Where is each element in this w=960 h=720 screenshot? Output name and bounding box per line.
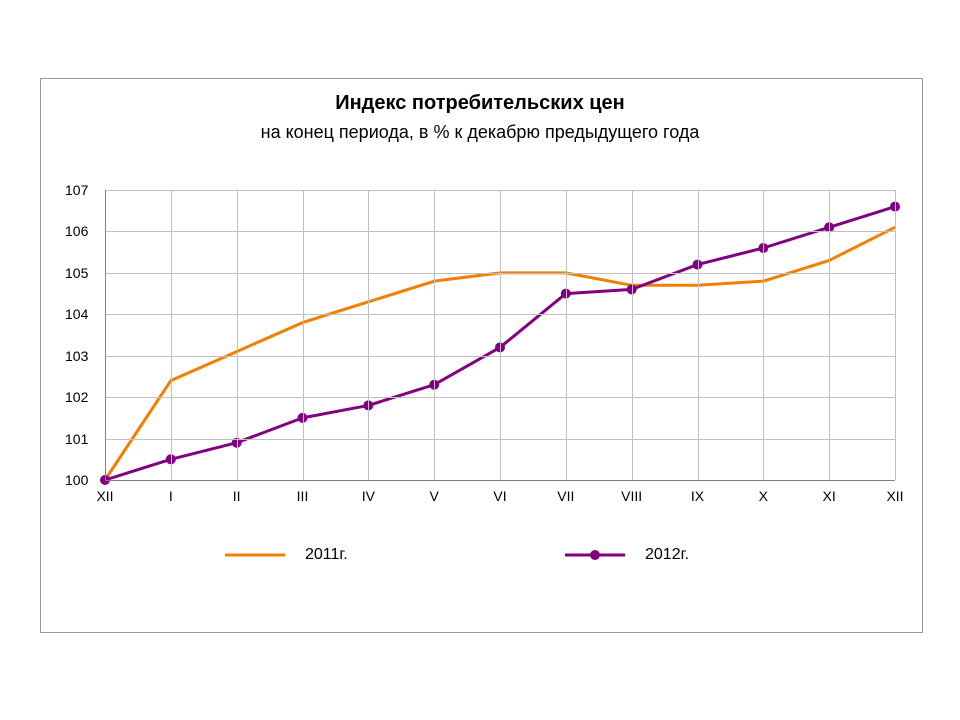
y-axis-line (105, 190, 106, 480)
legend-label: 2012г. (645, 546, 689, 564)
gridline-v (763, 190, 764, 480)
x-tick-label: III (297, 488, 309, 504)
x-tick-label: X (759, 488, 768, 504)
gridline-v (237, 190, 238, 480)
y-tick-label: 106 (65, 223, 88, 239)
gridline-v (368, 190, 369, 480)
chart-canvas: Индекс потребительских цен на конец пери… (0, 0, 960, 720)
x-tick-label: VIII (621, 488, 642, 504)
x-tick-label: VI (493, 488, 506, 504)
y-tick-label: 101 (65, 431, 88, 447)
gridline-v (303, 190, 304, 480)
gridline-v (698, 190, 699, 480)
gridline-v (566, 190, 567, 480)
gridline-v (632, 190, 633, 480)
y-tick-label: 102 (65, 389, 88, 405)
gridline-v (500, 190, 501, 480)
legend-swatch (565, 547, 625, 563)
legend-swatch (225, 547, 285, 563)
legend-label: 2011г. (305, 546, 348, 564)
x-tick-label: XII (886, 488, 903, 504)
y-tick-label: 100 (65, 472, 88, 488)
x-tick-label: VII (557, 488, 574, 504)
x-tick-label: II (233, 488, 241, 504)
y-tick-label: 105 (65, 265, 88, 281)
gridline-v (434, 190, 435, 480)
x-tick-label: IX (691, 488, 704, 504)
x-tick-label: XII (96, 488, 113, 504)
gridline-v (171, 190, 172, 480)
gridline-v (829, 190, 830, 480)
x-tick-label: V (429, 488, 438, 504)
x-tick-label: XI (823, 488, 836, 504)
y-tick-label: 104 (65, 306, 88, 322)
gridline-v (895, 190, 896, 480)
x-axis-line (105, 480, 895, 481)
x-tick-label: IV (362, 488, 375, 504)
y-tick-label: 103 (65, 348, 88, 364)
plot-area (105, 190, 895, 480)
y-tick-label: 107 (65, 182, 88, 198)
chart-title: Индекс потребительских цен (0, 92, 960, 115)
x-tick-label: I (169, 488, 173, 504)
chart-subtitle: на конец периода, в % к декабрю предыдущ… (0, 122, 960, 143)
